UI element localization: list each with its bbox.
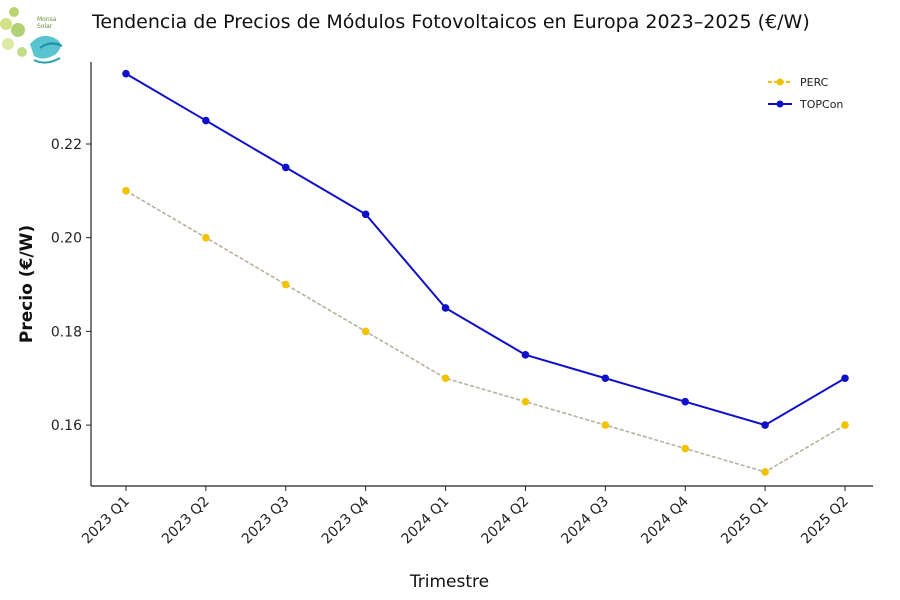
data-point-topcon [202,116,210,125]
axes [90,62,873,487]
data-point-perc [122,187,130,195]
data-point-topcon [521,351,530,359]
x-tick-label: 2024 Q2 [479,494,533,548]
data-point-topcon [441,304,450,312]
logo-text: Monsa Solar [37,16,56,30]
data-point-perc [761,468,769,476]
x-tick-label: 2024 Q1 [399,494,453,548]
data-point-perc [281,280,290,289]
chart-title: Tendencia de Precios de Módulos Fotovolt… [92,11,810,33]
data-point-perc [681,444,690,453]
data-point-topcon [681,397,690,406]
x-ticks: 2023 Q1 2023 Q2 2023 Q3 2023 Q4 2024 Q1 2024 … [79,486,852,547]
data-point-perc [521,397,530,406]
y-ticks: 0.16 0.18 0.20 0.22 [51,137,91,434]
data-point-topcon [281,163,290,172]
y-tick-label: 0.16 [51,418,82,434]
legend: PERC TOPCon [768,76,843,111]
series-line-topcon [125,72,846,427]
series-layer [122,69,849,476]
legend-marker-perc [776,78,784,86]
x-tick-label: 2023 Q4 [319,493,373,547]
data-point-perc [441,374,450,383]
legend-marker-topcon [776,100,784,108]
x-tick-label: 2023 Q3 [239,494,293,548]
data-point-perc [202,233,210,242]
x-axis-label: Trimestre [409,572,489,592]
data-point-topcon [601,374,610,383]
logo-text-line1: Monsa [37,16,57,23]
x-tick-label: 2023 Q1 [79,494,133,548]
data-point-perc [601,421,610,429]
data-point-perc [841,421,849,429]
y-tick-label: 0.20 [51,231,82,247]
x-tick-label: 2024 Q3 [558,494,612,548]
x-tick-label: 2024 Q4 [638,493,692,547]
data-point-topcon [761,421,769,429]
logo-graphic [0,7,63,64]
data-point-topcon [122,69,130,78]
x-tick-label: 2025 Q2 [798,494,852,548]
data-point-perc [361,327,370,336]
x-tick-label: 2023 Q2 [159,494,213,548]
y-tick-label: 0.18 [51,324,82,340]
logo-text-line2: Solar [37,23,53,30]
legend-label-topcon: TOPCon [799,98,843,111]
data-point-topcon [841,374,849,383]
data-point-topcon [361,210,370,219]
y-axis-label: Precio (€/W) [17,225,37,343]
y-tick-label: 0.22 [51,137,82,153]
series-line-perc [125,190,846,473]
legend-label-perc: PERC [800,76,829,89]
company-logo: Monsa Solar [0,0,72,72]
x-tick-label: 2025 Q1 [718,494,772,548]
